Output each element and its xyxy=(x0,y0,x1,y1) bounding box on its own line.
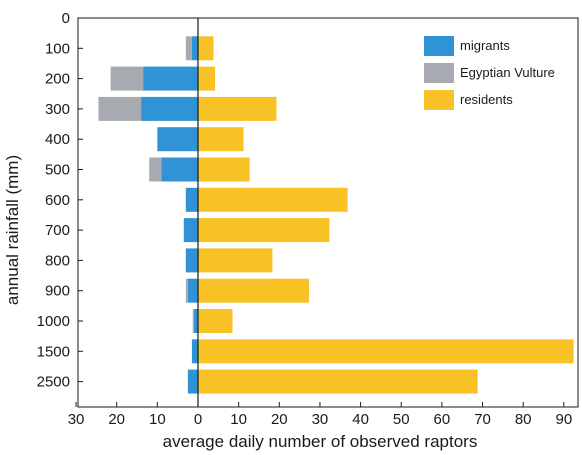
bar-residents-600 xyxy=(198,187,348,212)
x-tick-label-3: 0 xyxy=(194,411,202,428)
legend-swatch-1 xyxy=(424,63,454,83)
y-tick-label-700: 700 xyxy=(45,222,70,239)
bar-egyptian-vulture-500 xyxy=(149,157,162,182)
legend-swatch-0 xyxy=(424,36,454,56)
bar-residents-1000 xyxy=(198,309,233,333)
y-tick-label-300: 300 xyxy=(45,101,70,118)
bar-egyptian-vulture-1000 xyxy=(192,309,194,333)
x-tick-label-9: 60 xyxy=(434,411,451,428)
axes-layer xyxy=(77,17,579,408)
y-tick-label-500: 500 xyxy=(45,162,70,179)
y-tick-label-400: 400 xyxy=(45,131,70,148)
bar-migrants-500 xyxy=(161,157,198,182)
y-tick-label-100: 100 xyxy=(45,40,70,57)
bar-migrants-400 xyxy=(157,127,198,152)
plot-frame xyxy=(77,17,579,408)
legend-label-1: Egyptian Vulture xyxy=(460,65,555,80)
bar-residents-500 xyxy=(198,157,250,182)
bar-residents-300 xyxy=(198,96,277,121)
bar-residents-100 xyxy=(198,36,214,61)
bar-residents-400 xyxy=(198,127,244,152)
y-tick-label-800: 800 xyxy=(45,252,70,269)
bar-residents-900 xyxy=(198,278,309,303)
x-tick-label-8: 50 xyxy=(393,411,410,428)
y-tick-label-1500: 1500 xyxy=(37,343,70,360)
bar-migrants-1000 xyxy=(193,309,198,333)
x-tick-label-2: 10 xyxy=(149,411,166,428)
y-tick-label-900: 900 xyxy=(45,283,70,300)
bar-migrants-900 xyxy=(187,278,198,303)
bar-residents-800 xyxy=(198,248,273,273)
bar-migrants-700 xyxy=(183,218,198,243)
bar-migrants-200 xyxy=(143,66,198,91)
x-tick-label-4: 10 xyxy=(230,411,247,428)
legend-swatch-2 xyxy=(424,90,454,110)
bar-migrants-1500 xyxy=(191,339,198,364)
y-tick-label-1000: 1000 xyxy=(37,313,70,330)
x-tick-label-11: 80 xyxy=(515,411,532,428)
y-axis-title: annual rainfall (mm) xyxy=(3,155,22,305)
y-tick-label-2500: 2500 xyxy=(37,374,70,391)
bars-layer xyxy=(98,36,574,394)
bar-residents-2500 xyxy=(198,369,478,394)
bar-residents-1500 xyxy=(198,339,574,364)
bar-migrants-300 xyxy=(141,96,198,121)
x-tick-label-7: 40 xyxy=(352,411,369,428)
bar-migrants-600 xyxy=(185,187,198,212)
bar-migrants-800 xyxy=(185,248,198,273)
x-axis-title: average daily number of observed raptors xyxy=(163,432,478,451)
legend: migrants Egyptian Vulture residents xyxy=(424,36,555,110)
legend-label-2: residents xyxy=(460,92,513,107)
bar-egyptian-vulture-100 xyxy=(185,36,192,61)
y-tick-label-0: 0 xyxy=(62,10,70,27)
bar-residents-700 xyxy=(198,218,330,243)
x-tick-label-10: 70 xyxy=(474,411,491,428)
bar-migrants-100 xyxy=(191,36,198,61)
legend-label-0: migrants xyxy=(460,38,510,53)
bar-migrants-2500 xyxy=(187,369,198,394)
x-tick-label-12: 90 xyxy=(556,411,573,428)
y-tick-label-200: 200 xyxy=(45,71,70,88)
bar-egyptian-vulture-200 xyxy=(110,66,144,91)
y-tick-label-600: 600 xyxy=(45,192,70,209)
bar-residents-200 xyxy=(198,66,216,91)
x-tick-label-5: 20 xyxy=(271,411,288,428)
x-tick-label-0: 30 xyxy=(68,411,85,428)
x-tick-label-1: 20 xyxy=(108,411,125,428)
ticks-layer: 0100200300400500600700800900100015002500… xyxy=(37,10,573,428)
x-tick-label-6: 30 xyxy=(312,411,329,428)
bar-egyptian-vulture-900 xyxy=(185,278,188,303)
bar-egyptian-vulture-300 xyxy=(98,96,142,121)
